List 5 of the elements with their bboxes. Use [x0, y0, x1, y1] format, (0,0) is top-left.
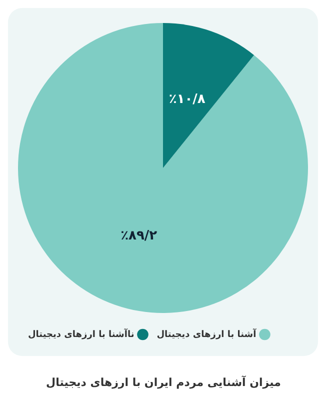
data-label: ٪۱۰/۸: [168, 92, 206, 108]
legend-label: ناآشنا با ارزهای دیجیتال: [28, 328, 134, 340]
text: میزان آشنایی مردم ایران با ارزهای دیجیتال: [45, 376, 282, 389]
data-label: ٪۸۹/۲: [120, 228, 158, 244]
legend-label: آشنا با ارزهای دیجیتال: [156, 328, 258, 340]
